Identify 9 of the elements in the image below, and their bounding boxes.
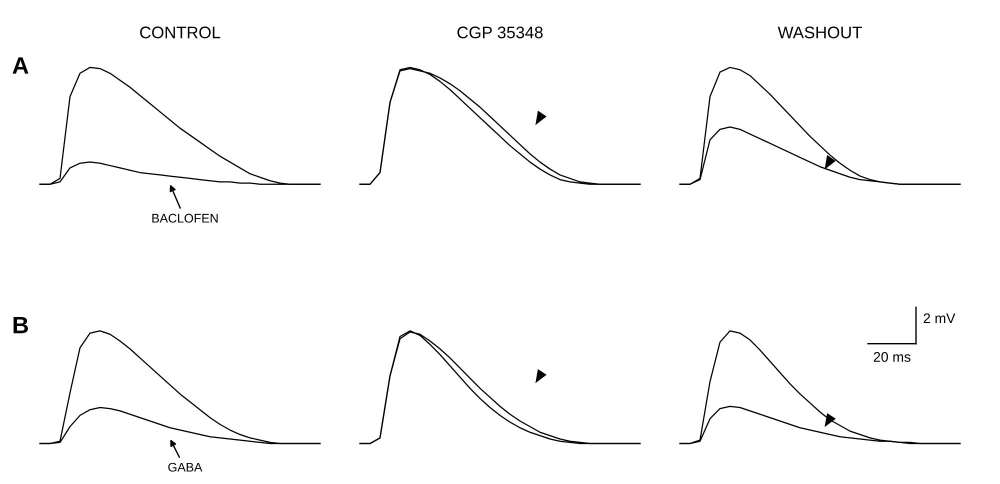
text: GABA bbox=[168, 462, 202, 472]
text: B bbox=[14, 316, 28, 334]
text: BACLOFEN bbox=[152, 214, 218, 223]
annotation: 20 ms bbox=[874, 352, 910, 362]
text: A bbox=[12, 57, 28, 74]
chart-title: CGP 35348 bbox=[457, 26, 543, 38]
chart-title: CONTROL bbox=[140, 26, 220, 38]
text: 2 mV bbox=[924, 313, 956, 324]
chart-title: WASHOUT bbox=[778, 26, 862, 38]
